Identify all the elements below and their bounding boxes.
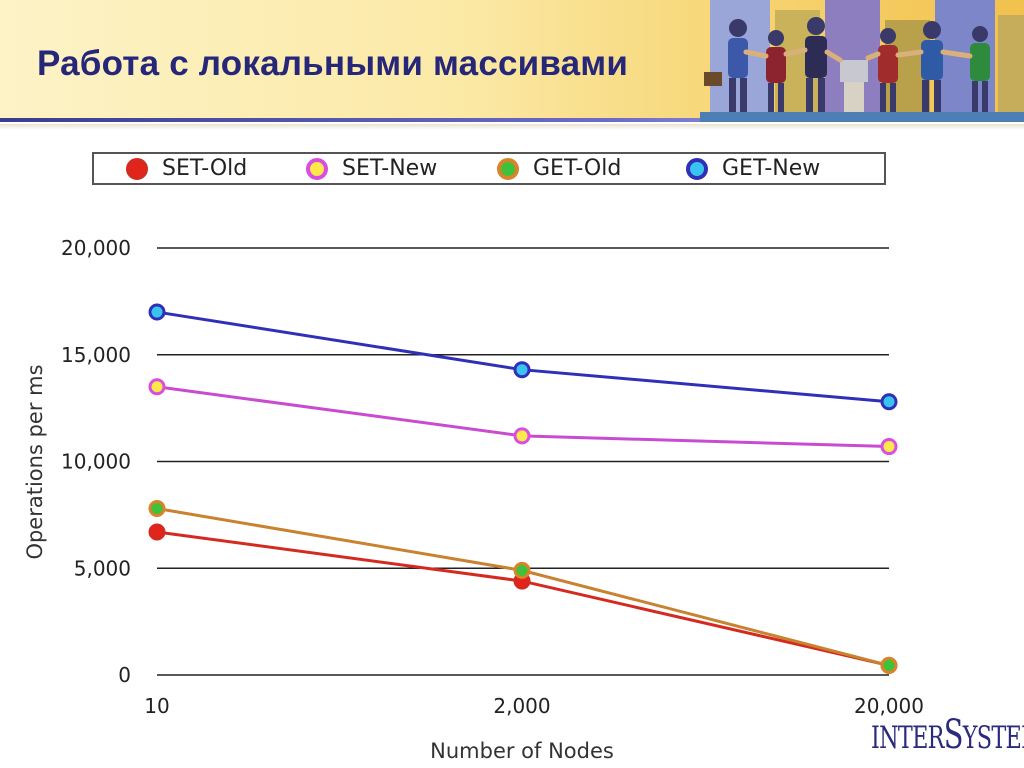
- chart-series: [156, 310, 890, 667]
- legend-marker-set-new: [306, 157, 328, 180]
- series-line-set-old: [156, 530, 890, 667]
- data-point-set-old: [148, 523, 166, 541]
- y-tick-label: 20,000: [61, 236, 131, 260]
- data-point-set-new: [513, 427, 531, 445]
- data-point-get-old: [513, 561, 531, 579]
- x-tick-label: 2,000: [493, 694, 550, 718]
- chart-gridlines: [157, 247, 889, 676]
- legend-label: GET-New: [722, 156, 821, 181]
- y-tick-label: 15,000: [61, 343, 131, 367]
- legend-label: SET-New: [342, 156, 438, 181]
- legend-label: GET-Old: [533, 156, 622, 181]
- legend-marker-get-new: [686, 157, 708, 180]
- header-divider: [0, 118, 1024, 122]
- intersystems-logo: INTERSYSTEMS: [871, 712, 1024, 758]
- legend-marker-set-old: [126, 157, 148, 180]
- data-point-set-new: [148, 378, 166, 396]
- business-people-illustration: [700, 0, 1024, 122]
- x-axis-label: Number of Nodes: [430, 739, 614, 763]
- data-point-set-old: [880, 656, 898, 674]
- y-tick-label: 0: [118, 663, 131, 687]
- legend-label: SET-Old: [162, 156, 248, 181]
- legend-marker-get-old: [497, 157, 519, 180]
- legend-item-get-new: GET-New: [686, 154, 820, 183]
- series-line-get-new: [156, 310, 890, 404]
- legend-item-set-old: SET-Old: [126, 154, 247, 183]
- data-point-get-old: [148, 499, 166, 517]
- y-axis-label: Operations per ms: [23, 364, 47, 559]
- x-tick-label: 10: [144, 694, 169, 718]
- header-shadow: [0, 124, 1024, 130]
- data-point-get-new: [880, 393, 898, 411]
- chart-legend: SET-Old SET-New GET-Old GET-New: [92, 152, 886, 185]
- y-tick-label: 10,000: [61, 450, 131, 474]
- x-axis-ticks: 10 2,000 20,000: [144, 694, 924, 718]
- data-point-get-old: [880, 656, 898, 674]
- y-axis-ticks: 0 5,000 10,000 15,000 20,000: [61, 236, 131, 687]
- legend-item-get-old: GET-Old: [497, 154, 621, 183]
- data-point-get-new: [513, 361, 531, 379]
- series-line-set-new: [156, 385, 890, 449]
- chart-points: [148, 303, 898, 674]
- y-tick-label: 5,000: [74, 556, 131, 580]
- series-line-get-old: [156, 506, 890, 667]
- slide-title: Работа с локальными массивами: [37, 44, 629, 83]
- data-point-set-old: [513, 572, 531, 590]
- data-point-get-new: [148, 303, 166, 321]
- data-point-set-new: [880, 438, 898, 456]
- legend-item-set-new: SET-New: [306, 154, 437, 183]
